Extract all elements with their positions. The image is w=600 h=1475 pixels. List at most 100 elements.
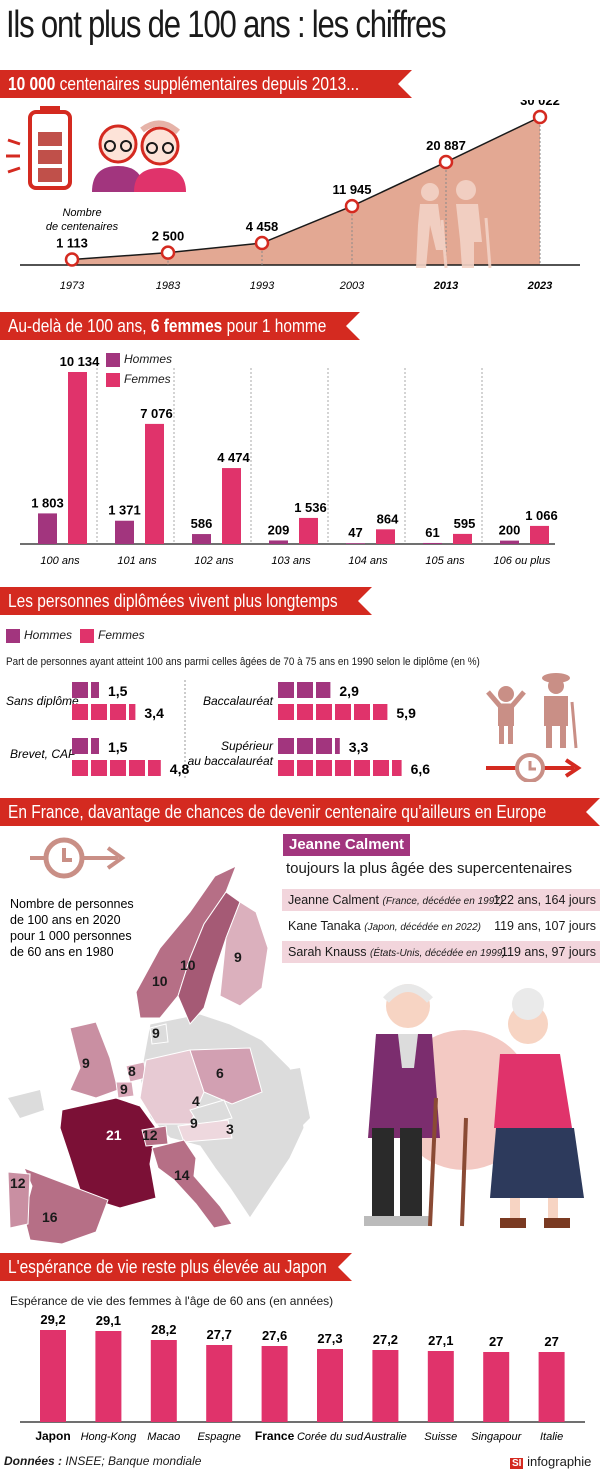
map-france — [59, 1097, 157, 1209]
section2-banner: Au-delà de 100 ans, 6 femmes pour 1 homm… — [0, 312, 360, 340]
year-label: 1983 — [156, 280, 181, 292]
val-austria: 3 — [226, 1121, 234, 1137]
bar-men — [269, 540, 288, 544]
women-square — [316, 704, 332, 720]
brand-logo: SI — [510, 1458, 524, 1469]
value-label-women: 4 474 — [217, 450, 250, 465]
jc-subtitle: toujours la plus âgée des supercentenair… — [286, 860, 573, 877]
men-square — [72, 738, 88, 754]
value-label-men: 1 371 — [108, 503, 141, 518]
women-square — [148, 760, 161, 776]
value-label-men: 61 — [425, 525, 439, 540]
men-square — [91, 682, 99, 698]
women-square — [110, 760, 126, 776]
women-value: 3,4 — [144, 705, 164, 721]
value-label: 28,2 — [151, 1322, 176, 1337]
men-value: 2,9 — [339, 683, 359, 699]
bar — [261, 1346, 288, 1422]
val-denmark: 9 — [152, 1025, 160, 1041]
bar — [206, 1345, 233, 1422]
value-label-women: 10 134 — [60, 354, 101, 369]
men-square — [297, 682, 313, 698]
bar-men — [500, 540, 519, 544]
year-label: 2013 — [433, 280, 458, 292]
value-label: 27,7 — [207, 1327, 232, 1342]
jc-badge: Jeanne Calment — [283, 834, 411, 856]
women-value: 4,8 — [170, 761, 190, 777]
men-square — [72, 682, 88, 698]
map-land-ireland — [8, 1090, 44, 1118]
category-label: Italie — [540, 1431, 563, 1443]
europe-map: Nombre de personnes de 100 ans en 2020 p… — [7, 837, 584, 1245]
value-label-women: 864 — [377, 511, 399, 526]
men-square — [91, 738, 99, 754]
area-line — [71, 116, 541, 261]
women-square — [72, 760, 88, 776]
banner-text: centenaires supplémentaires depuis 2013.… — [55, 74, 360, 94]
page-title: Ils ont plus de 100 ans : les chiffres — [6, 4, 447, 46]
women-square — [278, 760, 294, 776]
map-denmark — [149, 1023, 169, 1045]
bar-men — [423, 542, 442, 544]
val-poland: 6 — [216, 1065, 224, 1081]
battery-icon — [6, 106, 72, 190]
category-label: 102 ans — [194, 555, 234, 567]
value-label: 1 113 — [56, 236, 88, 251]
life-expectancy-bar-chart: 29,2 Japon 29,1 Hong-Kong 28,2 Macao 27,7 Espag… — [20, 1312, 585, 1443]
category-label: Suisse — [424, 1431, 457, 1443]
cat-sup-line1: Supérieur — [221, 739, 274, 753]
cat-brevet: Brevet, CAP — [10, 747, 76, 761]
category-label: 101 ans — [117, 555, 157, 567]
women-square — [335, 760, 351, 776]
life-exp-caption: Espérance de vie des femmes à l'âge de 6… — [10, 1294, 334, 1308]
centenarians-area-chart: Nombre de centenaires 1 113 1973 2 500 1983… — [6, 100, 580, 292]
legend-men: Hommes — [106, 352, 172, 367]
record-row: Sarah Knauss (États-Unis, décédée en 199… — [282, 941, 600, 963]
val-finland: 9 — [234, 949, 242, 965]
data-point — [532, 109, 548, 125]
map-uk — [69, 1021, 119, 1099]
women-square — [316, 760, 332, 776]
data-point — [254, 235, 270, 251]
men-square — [335, 738, 340, 754]
women-square — [110, 704, 126, 720]
category-label: Macao — [147, 1431, 180, 1443]
data-point — [438, 154, 454, 170]
record-row: Kane Tanaka (Japon, décédée en 2022) 119… — [282, 915, 600, 937]
men-value: 1,5 — [108, 683, 128, 699]
map-austria — [177, 1119, 233, 1143]
bar-men — [192, 534, 211, 544]
bar — [427, 1351, 454, 1422]
men-square — [278, 682, 294, 698]
record-row: Jeanne Calment (France, décédée en 1997)… — [282, 889, 600, 911]
men-square — [297, 738, 313, 754]
value-label-men: 586 — [191, 516, 213, 531]
value-label: 27 — [544, 1334, 558, 1349]
category-label: Australie — [363, 1431, 407, 1443]
value-label-women: 1 066 — [525, 508, 558, 523]
women-square — [297, 760, 313, 776]
brand: SI infographie — [510, 1454, 592, 1469]
clock-arrow-icon — [30, 837, 126, 879]
map-caption-2: de 100 ans en 2020 — [10, 913, 121, 927]
section4-banner: En France, davantage de chances de deven… — [0, 798, 600, 826]
value-label: 29,2 — [40, 1312, 65, 1327]
men-square — [278, 738, 294, 754]
note-line1: Nombre — [62, 207, 101, 219]
age-gender-bar-chart: 1 803 10 134 100 ans 1 371 7 076 101 ans 586 4 … — [20, 354, 558, 567]
val-sweden: 10 — [180, 957, 196, 973]
map-finland — [219, 901, 269, 1007]
value-label-women: 7 076 — [140, 406, 173, 421]
women-square — [373, 704, 388, 720]
bar — [538, 1352, 565, 1422]
value-label-women: 1 536 — [294, 500, 327, 515]
bar — [95, 1331, 122, 1422]
bar-women — [376, 529, 395, 544]
bar — [150, 1340, 177, 1422]
men-value: 1,5 — [108, 739, 128, 755]
women-square — [373, 760, 389, 776]
value-label: 27,1 — [428, 1333, 453, 1348]
bar — [317, 1349, 343, 1422]
section3-banner: Les personnes diplômées vivent plus long… — [0, 587, 372, 615]
men-square — [316, 682, 331, 698]
